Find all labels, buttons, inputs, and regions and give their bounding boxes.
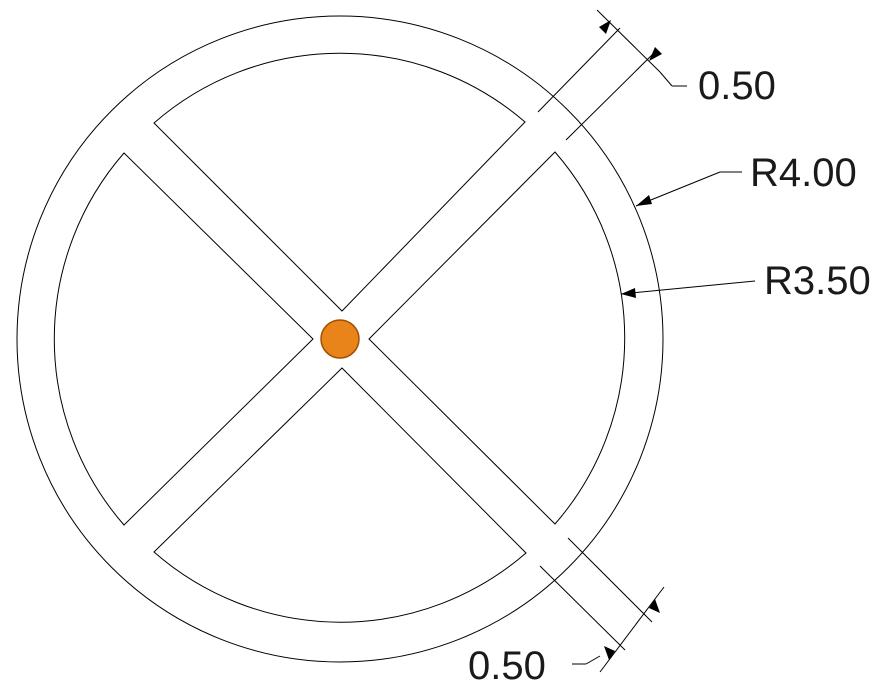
- dim-label-slot-bottom: 0.50: [468, 644, 546, 685]
- pocket-left: [53, 152, 314, 526]
- pocket-top: [153, 52, 526, 312]
- dim-label-outer-radius: R4.00: [750, 151, 857, 195]
- dim-slot-bottom: 0.50: [468, 537, 665, 685]
- dim-label-slot-top: 0.50: [698, 64, 776, 108]
- pocket-right: [368, 151, 626, 525]
- center-point-marker: [320, 319, 360, 359]
- dim-outer-radius: R4.00: [635, 151, 857, 207]
- outer-circle: [16, 15, 664, 663]
- dim-slot-top: 0.50: [537, 9, 776, 141]
- dim-label-inner-radius: R3.50: [764, 259, 871, 303]
- inner-pockets: [53, 52, 626, 623]
- pocket-bottom: [153, 367, 527, 623]
- dim-inner-radius: R3.50: [620, 259, 871, 303]
